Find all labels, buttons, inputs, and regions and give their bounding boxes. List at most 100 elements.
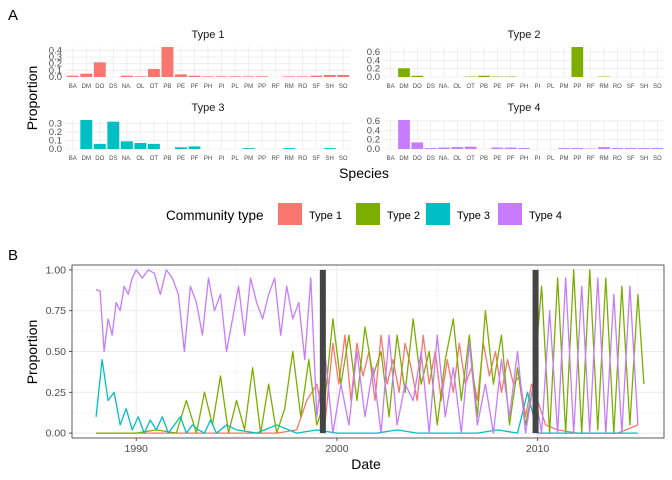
x-tick-label: BA (69, 156, 77, 162)
x-tick-label: PE (177, 84, 185, 90)
x-tick-label: NA. (122, 84, 132, 90)
x-tick-label: PB (480, 84, 488, 90)
bar (598, 147, 610, 149)
x-tick-label: BA (387, 84, 395, 90)
bar (438, 147, 450, 149)
legend-label: Type 2 (387, 210, 420, 222)
x-tick-label: PH (520, 156, 528, 162)
panel-border (71, 264, 665, 439)
x-tick-label: DO (95, 84, 104, 90)
x-tick-label: PE (493, 84, 501, 90)
bar (161, 47, 174, 77)
panel-a-letter: A (8, 7, 18, 24)
legend-key (426, 203, 450, 225)
x-tick-label: RM (599, 84, 608, 90)
x-tick-label: PP (573, 156, 581, 162)
x-tick-label: SH (326, 156, 334, 162)
x-tick-label: PI (534, 84, 540, 90)
x-tick-label: SH (640, 84, 648, 90)
x-tick-label: BA (69, 84, 77, 90)
y-tick-label: 0.1 (49, 65, 62, 76)
bar (242, 148, 255, 149)
bar (134, 76, 147, 77)
x-tick-label: DM (82, 84, 91, 90)
x-tick-label: RO (613, 156, 622, 162)
bar (188, 146, 201, 149)
bar (120, 75, 133, 77)
x-tick-label: SO (339, 84, 348, 90)
x-tick-label: NA. (439, 84, 449, 90)
changepoint-bar (532, 269, 539, 434)
x-tick-label: RM (599, 156, 608, 162)
x-tick-label: RF (272, 156, 280, 162)
legend-key (278, 203, 302, 225)
x-tick-label: SF (312, 84, 320, 90)
x-tick-label: SH (326, 84, 334, 90)
y-tick-label: 0.3 (49, 52, 62, 63)
y-tick-label: 0.25 (46, 387, 67, 399)
x-tick-label: PL (547, 156, 555, 162)
y-tick-label: 0.2 (367, 135, 380, 146)
legend-key (356, 203, 380, 225)
x-tick-label: 1990 (125, 443, 149, 455)
x-tick-label: 2000 (325, 443, 349, 455)
y-tick-label: 0.4 (49, 45, 62, 56)
bar (310, 75, 323, 77)
x-tick-label: PB (163, 84, 171, 90)
x-tick-label: NA. (122, 156, 132, 162)
x-tick-label: SO (339, 156, 348, 162)
panel-b-letter: B (8, 247, 18, 264)
bar (147, 69, 160, 77)
series-line (96, 269, 645, 434)
x-tick-label: OT (150, 84, 159, 90)
bar (202, 76, 214, 77)
x-tick-label: PM (244, 84, 253, 90)
x-tick-label: PH (520, 84, 528, 90)
bar (93, 143, 106, 149)
bar (296, 76, 309, 77)
x-tick-label: PF (191, 156, 199, 162)
x-tick-label: OL (136, 84, 145, 90)
x-tick-label: PH (204, 84, 212, 90)
y-tick-label: 0.1 (49, 135, 62, 146)
x-tick-label: SF (312, 156, 320, 162)
bar (451, 147, 464, 149)
x-tick-label: PL (231, 84, 239, 90)
facet-title: Type 1 (191, 29, 224, 41)
x-tick-label: OT (466, 156, 475, 162)
bar (283, 76, 296, 77)
x-tick-label: RO (613, 84, 622, 90)
x-tick-label: PH (204, 156, 212, 162)
x-tick-label: PF (507, 84, 515, 90)
x-tick-label: DM (82, 156, 91, 162)
x-tick-label: NA. (439, 156, 449, 162)
timeseries-plot: 0.00 0.25 0.50 0.75 1.00 1990 2000 2010 (46, 264, 665, 455)
bar (66, 75, 79, 77)
x-tick-label: PP (258, 156, 266, 162)
y-tick-label: 0.0 (49, 144, 62, 155)
x-tick-label: PM (560, 156, 569, 162)
x-tick-label: RF (272, 84, 280, 90)
facet-title: Type 3 (191, 102, 224, 114)
x-tick-label: OL (453, 84, 462, 90)
bar (242, 76, 255, 77)
bar (558, 148, 570, 149)
x-tick-label: RF (587, 156, 595, 162)
bar (256, 76, 269, 77)
bar (398, 68, 410, 77)
x-tick-label: PI (534, 156, 540, 162)
x-tick-label: PL (547, 84, 555, 90)
x-tick-label: RO (298, 156, 307, 162)
bar (283, 148, 296, 149)
y-tick-label: 0.3 (49, 118, 62, 129)
y-tick-label: 0.75 (46, 305, 67, 317)
x-tick-label: BA (387, 156, 395, 162)
legend: Type 1 Type 2 Type 3 Type 4 (278, 203, 562, 225)
x-tick-label: SH (640, 156, 648, 162)
x-tick-label: RO (298, 84, 307, 90)
x-tick-label: SO (653, 156, 662, 162)
x-tick-label: DO (413, 84, 422, 90)
legend-key (498, 203, 522, 225)
x-tick-label: RM (284, 84, 293, 90)
